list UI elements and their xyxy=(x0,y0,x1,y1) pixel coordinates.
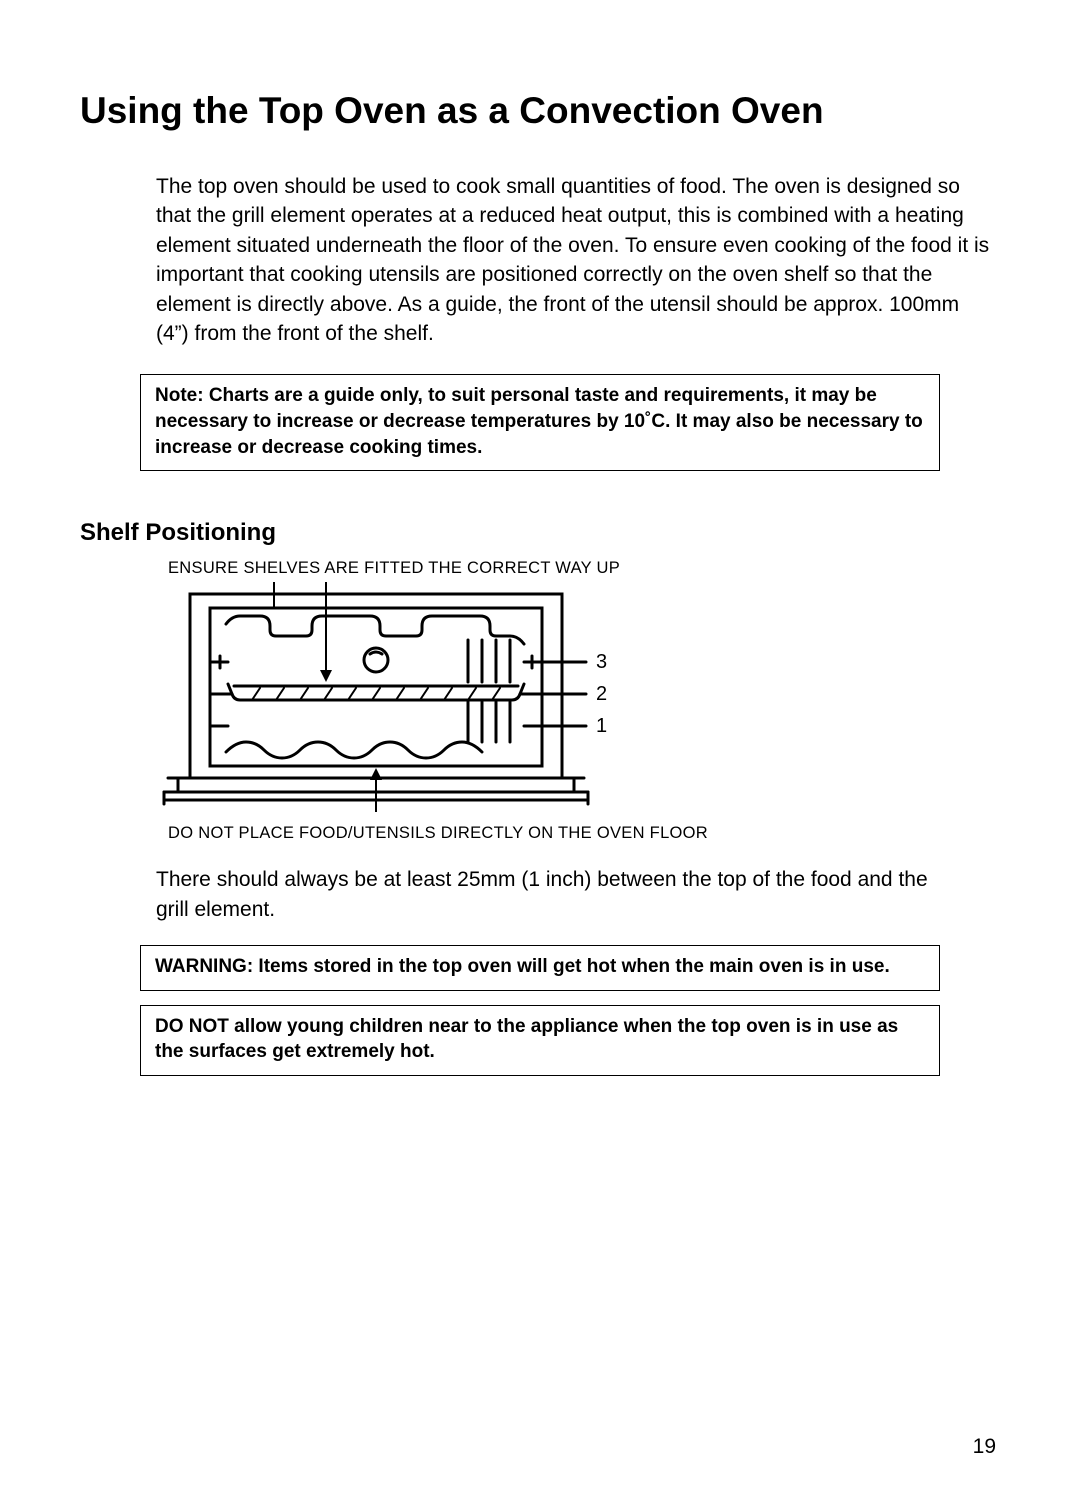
diagram-top-caption: ENSURE SHELVES ARE FITTED THE CORRECT WA… xyxy=(168,559,1000,578)
warning-box-1: WARNING: Items stored in the top oven wi… xyxy=(140,945,940,991)
body-after-diagram: There should always be at least 25mm (1 … xyxy=(156,865,960,924)
oven-diagram-svg: 3 2 1 xyxy=(156,582,636,812)
page-number: 19 xyxy=(973,1435,996,1459)
shelf-label-1: 1 xyxy=(596,715,607,737)
intro-paragraph: The top oven should be used to cook smal… xyxy=(156,172,990,348)
shelf-diagram: ENSURE SHELVES ARE FITTED THE CORRECT WA… xyxy=(156,559,1000,843)
warning-box-2: DO NOT allow young children near to the … xyxy=(140,1005,940,1076)
shelf-label-3: 3 xyxy=(596,651,607,673)
diagram-bottom-caption: DO NOT PLACE FOOD/UTENSILS DIRECTLY ON T… xyxy=(168,824,1000,843)
subheading-shelf-positioning: Shelf Positioning xyxy=(80,519,1000,547)
note-box: Note: Charts are a guide only, to suit p… xyxy=(140,374,940,471)
shelf-label-2: 2 xyxy=(596,683,607,705)
page-title: Using the Top Oven as a Convection Oven xyxy=(80,90,1000,132)
